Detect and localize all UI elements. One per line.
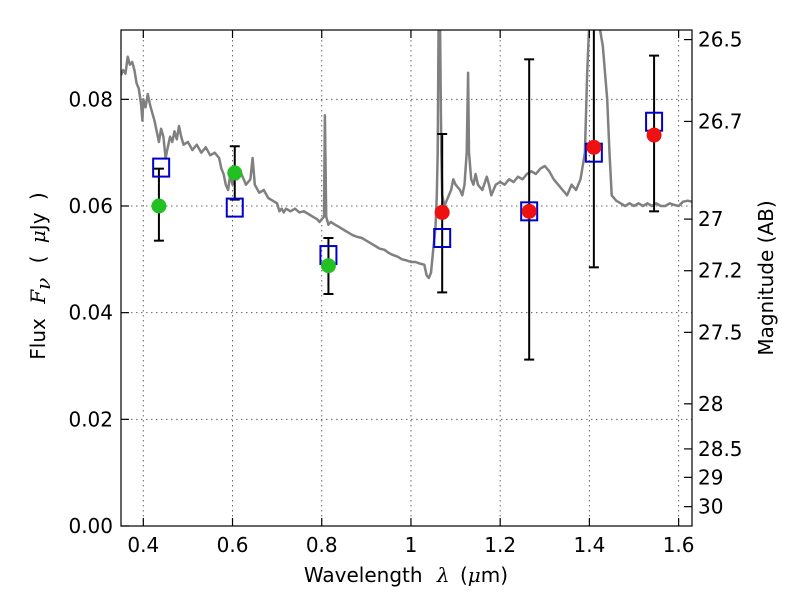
y-axis-label: Flux Fν ( μJy ) <box>26 192 55 359</box>
axis-ticks: 0.4 0.6 0.8 1 1.2 1.4 1.6 0.00 0.02 0.04 0.06 0.08 2… <box>68 28 742 557</box>
x-tick-label: 1 <box>405 533 418 557</box>
x-axis-label: Wavelength λ (μm) <box>304 563 508 587</box>
model-square-marker <box>520 201 539 222</box>
right-tick-label: 26.7 <box>698 109 743 133</box>
y-tick-label: 0.08 <box>68 87 113 111</box>
x-tick-label: 0.6 <box>217 533 249 557</box>
model-spectrum-line <box>121 30 692 280</box>
y-tick-label: 0.02 <box>68 407 113 431</box>
red-circle-marker <box>521 203 537 219</box>
x-tick-label: 1.6 <box>663 533 695 557</box>
right-tick-label: 26.5 <box>698 28 743 52</box>
error-bars <box>153 30 660 361</box>
right-tick-label: 27 <box>698 207 723 231</box>
right-tick-label: 28.5 <box>698 437 743 461</box>
right-tick-label: 27.2 <box>698 259 743 283</box>
x-tick-label: 1.2 <box>484 533 516 557</box>
model-square-marker <box>433 228 452 248</box>
plot-frame <box>120 29 693 527</box>
right-tick-label: 28 <box>698 392 723 416</box>
markers <box>151 111 664 274</box>
red-circle-marker <box>586 139 602 155</box>
red-circle-marker <box>646 127 662 143</box>
green-circle-marker <box>227 165 243 181</box>
y-tick-label: 0.04 <box>68 301 113 325</box>
plot-area <box>121 30 692 361</box>
x-tick-label: 0.8 <box>306 533 338 557</box>
right-tick-label: 27.5 <box>698 320 743 344</box>
x-tick-label: 1.4 <box>573 533 605 557</box>
right-tick-label: 30 <box>698 495 723 519</box>
right-tick-label: 29 <box>698 465 723 489</box>
red-circle-marker <box>434 204 450 220</box>
right-y-axis-label: Magnitude (AB) <box>754 200 778 355</box>
green-circle-marker <box>320 258 336 274</box>
model-square-marker <box>225 197 244 218</box>
y-tick-label: 0.00 <box>68 514 113 538</box>
x-tick-label: 0.4 <box>127 533 159 557</box>
green-circle-marker <box>151 198 167 214</box>
model-square-marker <box>152 157 171 178</box>
y-tick-label: 0.06 <box>68 194 113 218</box>
